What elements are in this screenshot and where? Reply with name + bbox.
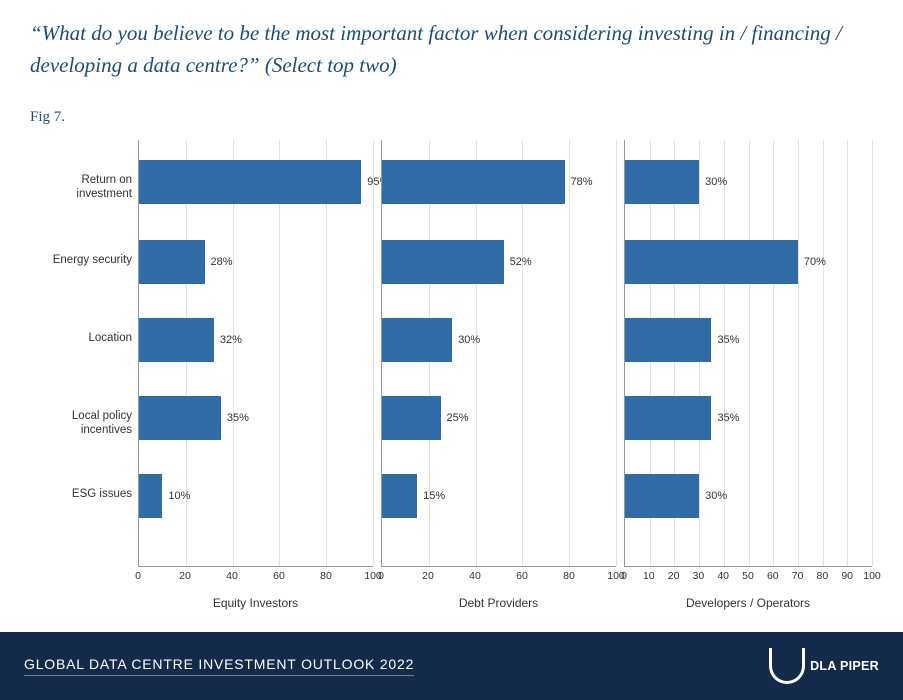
figure-label: Fig 7. [0,81,903,126]
x-tick: 0 [378,570,384,582]
x-tick: 40 [717,570,729,582]
bar-value-label: 15% [423,490,445,502]
bar-value-label: 28% [211,256,233,268]
chart-panel: 78%52%30%25%15%020406080100Debt Provider… [381,140,616,610]
x-tick: 80 [817,570,829,582]
x-tick: 30 [693,570,705,582]
chart-panel: 30%70%35%35%30%0102030405060708090100Dev… [624,140,872,610]
chart-container: Return on investment Energy security Locat… [36,140,883,610]
x-tick: 90 [841,570,853,582]
x-tick: 0 [621,570,627,582]
bar-value-label: 25% [447,412,469,424]
gridline [616,140,617,566]
x-tick: 20 [422,570,434,582]
bar [382,474,417,518]
bar-value-label: 32% [220,334,242,346]
logo-shape-icon [769,648,805,684]
x-axis-ticks: 020406080100 [381,570,616,588]
panel-label: Developers / Operators [624,596,872,610]
bar [625,160,699,204]
x-axis-ticks: 020406080100 [138,570,373,588]
plot-area: 95%28%32%35%10% [138,140,373,567]
bar-value-label: 35% [717,334,739,346]
bar-value-label: 35% [717,412,739,424]
x-tick: 60 [767,570,779,582]
bar-value-label: 30% [705,490,727,502]
plot-area: 78% 52% 30% 25% 15% [381,140,616,567]
gridline [773,140,774,566]
gridline [872,140,873,566]
panel-label: Equity Investors [138,596,373,610]
gridline [724,140,725,566]
bar-value-label: 35% [227,412,249,424]
plot-area: 30% 70% 35% 35% 30% [624,140,872,567]
bar [382,318,452,362]
x-axis-ticks: 0102030405060708090100 [624,570,872,588]
panels-row: 95%28%32%35%10%020406080100Equity Invest… [138,140,883,610]
bar-value-label: 30% [705,176,727,188]
panel-label: Debt Providers [381,596,616,610]
bar-value-label: 52% [510,256,532,268]
bar-value-label: 30% [458,334,480,346]
category-label: ESG issues [36,488,132,502]
x-tick: 70 [792,570,804,582]
bar [139,240,205,284]
gridline [823,140,824,566]
gridline [847,140,848,566]
x-tick: 20 [668,570,680,582]
dla-piper-logo: DLA PIPER [769,648,879,684]
bar-value-label: 78% [571,176,593,188]
gridline [749,140,750,566]
x-tick: 100 [863,570,881,582]
category-label: Return on investment [36,174,132,202]
chart-title: “What do you believe to be the most impo… [0,0,903,81]
gridline [569,140,570,566]
category-label: Local policy incentives [36,410,132,438]
category-label: Location [36,332,132,346]
bar [139,474,162,518]
x-tick: 50 [742,570,754,582]
bar [139,318,214,362]
x-tick: 60 [516,570,528,582]
logo-text: DLA PIPER [810,659,879,673]
bar [139,396,221,440]
x-tick: 60 [273,570,285,582]
bar [382,160,565,204]
bar [625,318,711,362]
bar [625,240,798,284]
bar [382,396,441,440]
x-tick: 10 [643,570,655,582]
x-tick: 80 [563,570,575,582]
x-tick: 80 [320,570,332,582]
bar-value-label: 10% [168,490,190,502]
footer-bar: GLOBAL DATA CENTRE INVESTMENT OUTLOOK 20… [0,632,903,700]
bar [625,474,699,518]
chart-panel: 95%28%32%35%10%020406080100Equity Invest… [138,140,373,610]
bar [625,396,711,440]
gridline [798,140,799,566]
footer-text: GLOBAL DATA CENTRE INVESTMENT OUTLOOK 20… [24,656,414,676]
x-tick: 40 [226,570,238,582]
bar-value-label: 70% [804,256,826,268]
category-axis: Return on investment Energy security Locat… [36,140,138,610]
x-tick: 20 [179,570,191,582]
bar [139,160,361,204]
bar [382,240,504,284]
x-tick: 40 [469,570,481,582]
x-tick: 0 [135,570,141,582]
category-label: Energy security [36,254,132,268]
gridline [373,140,374,566]
